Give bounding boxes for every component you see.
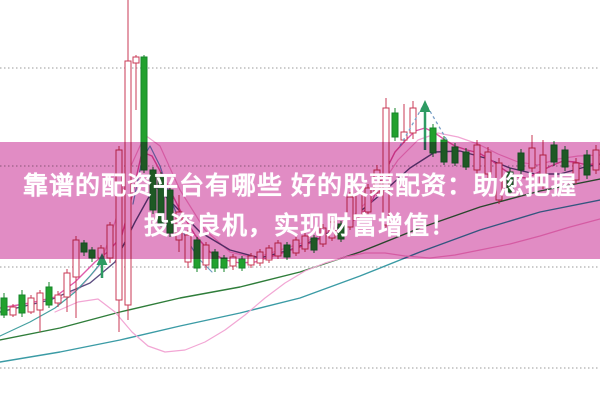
headline-overlay-band (0, 142, 600, 259)
candle-down (18, 294, 26, 314)
candle-up (36, 292, 44, 311)
candle-down (45, 286, 53, 306)
candle-up (409, 107, 417, 134)
signal-arrow-up-icon (419, 100, 431, 112)
headline-line1: 靠谱的配资平台有哪些 好的股票配资：助您把握 (23, 172, 577, 200)
headline: 靠谱的配资平台有哪些 好的股票配资：助您把握 投资良机，实现财富增值！ (0, 166, 600, 246)
teal-fast-left (0, 263, 101, 337)
candle-up (27, 297, 35, 313)
candle-up (63, 272, 71, 298)
candle-up (9, 306, 17, 316)
candle-down (391, 112, 399, 138)
candle-down (238, 258, 246, 269)
headline-line2: 投资良机，实现财富增值！ (143, 212, 456, 240)
candle-up (132, 56, 140, 64)
candle-down (220, 257, 228, 269)
dashed-trend-segment (399, 105, 424, 147)
candle-down (0, 297, 8, 316)
candle-up (54, 294, 62, 304)
signal-arrow-up-icon (96, 253, 108, 265)
